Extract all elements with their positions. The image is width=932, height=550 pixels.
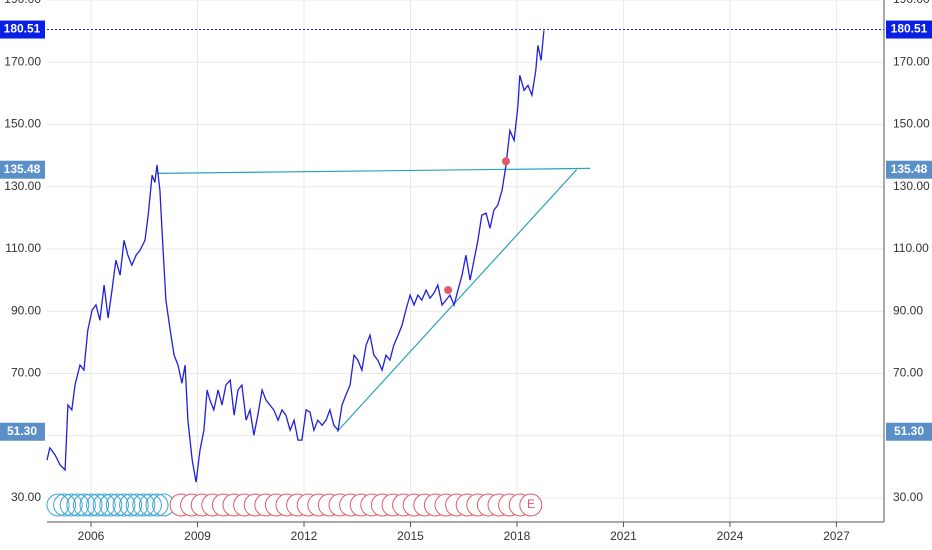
x-tick-label: 2006 <box>78 529 105 543</box>
y-tick-label: 170.00 <box>4 54 41 68</box>
y-tick-label: 150.00 <box>4 117 41 131</box>
price-label: 51.30 <box>7 424 37 438</box>
dividend-icon <box>72 493 96 517</box>
price-label-box <box>886 160 932 179</box>
marker <box>444 286 453 295</box>
y-tick-label: 110.00 <box>5 241 41 255</box>
y-tick-label: 130.00 <box>893 179 930 193</box>
dividend-icon <box>46 493 70 517</box>
dividend-icon <box>132 493 156 517</box>
y-tick-label: 70.00 <box>893 366 923 380</box>
y-tick-label: 30.00 <box>11 490 41 504</box>
dividend-icon <box>112 493 136 517</box>
price-label: 51.30 <box>894 424 924 438</box>
dividend-icon <box>53 493 77 517</box>
dividend-icon <box>145 493 169 517</box>
dividend-icon <box>125 493 149 517</box>
y-tick-label: 110.00 <box>893 241 929 255</box>
dividend-icon <box>105 493 129 517</box>
y-tick-label: 30.00 <box>893 490 923 504</box>
price-line <box>46 30 545 483</box>
y-tick-label: 190.00 <box>893 0 930 6</box>
dividend-icon <box>79 493 103 517</box>
x-tick-label: 2021 <box>610 529 637 543</box>
event-icons: E <box>46 493 543 517</box>
x-tick-label: 2015 <box>397 529 424 543</box>
price-label: 180.51 <box>4 22 41 36</box>
y-tick-label: 90.00 <box>893 303 923 317</box>
y-tick-label: 70.00 <box>11 366 41 380</box>
price-label-box <box>0 20 45 39</box>
x-tick-label: 2027 <box>823 529 850 543</box>
price-label-box <box>886 20 932 39</box>
price-label: 135.48 <box>891 162 928 176</box>
price-label: 180.51 <box>891 22 928 36</box>
x-tick-label: 2012 <box>291 529 318 543</box>
y-tick-label: 90.00 <box>11 303 41 317</box>
y-tick-label: 130.00 <box>4 179 41 193</box>
dividend-icon <box>86 493 110 517</box>
price-label-box <box>0 160 45 179</box>
earnings-label: E <box>527 497 535 511</box>
y-tick-label: 190.00 <box>4 0 41 6</box>
y-tick-label: 170.00 <box>893 54 930 68</box>
x-tick-label: 2018 <box>504 529 531 543</box>
dividend-icon <box>138 493 162 517</box>
trendline <box>157 167 591 174</box>
marker <box>501 157 510 166</box>
y-tick-label: 150.00 <box>893 117 930 131</box>
price-label: 135.48 <box>4 162 41 176</box>
earnings-icon <box>519 493 543 517</box>
trendline <box>336 169 578 433</box>
price-label-box <box>0 422 45 441</box>
x-tick-label: 2024 <box>717 529 744 543</box>
dividend-icon <box>92 493 116 517</box>
dividend-icon <box>99 493 123 517</box>
x-tick-label: 2009 <box>184 529 211 543</box>
price-label-box <box>886 422 932 441</box>
dividend-icon <box>59 493 83 517</box>
dividend-icon <box>119 493 143 517</box>
dividend-icon <box>66 493 90 517</box>
